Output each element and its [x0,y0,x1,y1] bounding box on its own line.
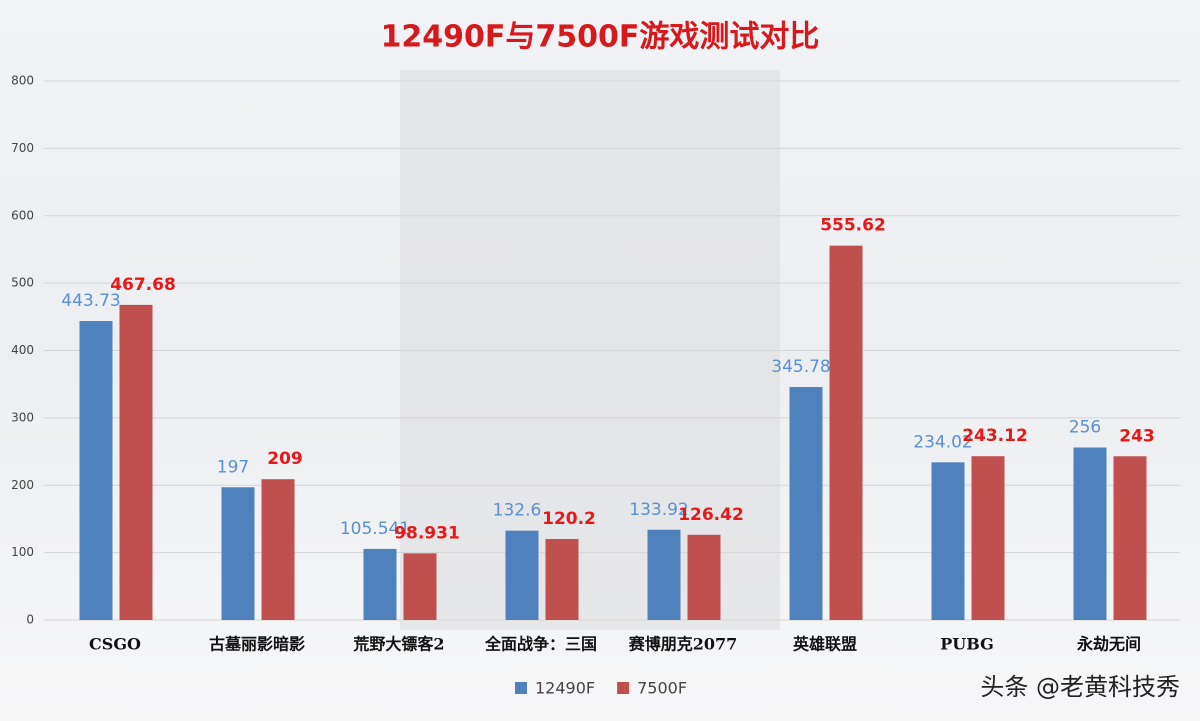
bar [363,548,397,620]
y-tick-label: 600 [11,208,34,222]
y-tick-label: 500 [11,276,34,290]
bar [79,321,113,620]
legend-swatch [515,682,527,694]
value-label: 120.2 [542,509,596,529]
value-label: 133.92 [629,500,688,520]
legend-swatch [617,682,630,694]
value-label: 132.6 [493,501,542,521]
value-label: 345.78 [771,357,830,377]
value-label: 105.541 [340,519,410,539]
bar [403,553,437,620]
x-tick-label: 全面战争：三国 [484,635,597,654]
x-tick-label: PUBG [940,635,993,654]
value-label: 555.62 [820,216,886,236]
bar [687,534,721,620]
x-tick-label: CSGO [89,635,141,654]
y-tick-label: 200 [11,478,34,492]
y-tick-label: 700 [11,141,34,155]
bar [505,530,539,620]
bar [829,245,863,620]
bar [1113,456,1147,620]
bar [647,529,681,620]
value-label: 209 [267,449,303,469]
value-label: 126.42 [678,505,744,525]
bar [1073,447,1107,620]
bar [261,479,295,620]
y-tick-label: 400 [11,343,34,357]
bar [789,387,823,620]
legend-label: 12490F [535,679,595,698]
bar [119,304,153,620]
value-label: 443.73 [61,291,120,311]
x-tick-label: 永劫无间 [1076,635,1141,654]
bar [971,456,1005,620]
value-label: 243 [1119,426,1155,446]
value-label: 98.931 [394,523,460,543]
bar [221,487,255,620]
watermark: 头条 @老黄科技秀 [980,673,1180,701]
bar [931,462,965,620]
y-tick-label: 0 [26,613,34,627]
value-label: 234.02 [913,432,972,452]
x-tick-label: 赛博朋克2077 [628,635,738,654]
y-tick-label: 800 [11,74,34,88]
legend-label: 7500F [637,679,687,698]
value-label: 197 [217,457,249,477]
y-tick-label: 100 [11,545,34,559]
value-label: 467.68 [110,275,176,295]
x-tick-label: 英雄联盟 [792,635,857,654]
bar [545,539,579,620]
y-tick-label: 300 [11,410,34,424]
x-tick-label: 古墓丽影暗影 [209,635,305,654]
value-label: 243.12 [962,426,1028,446]
x-tick-label: 荒野大镖客2 [352,635,444,654]
chart-title: 12490F与7500F游戏测试对比 [381,20,820,55]
value-label: 256 [1069,418,1101,438]
